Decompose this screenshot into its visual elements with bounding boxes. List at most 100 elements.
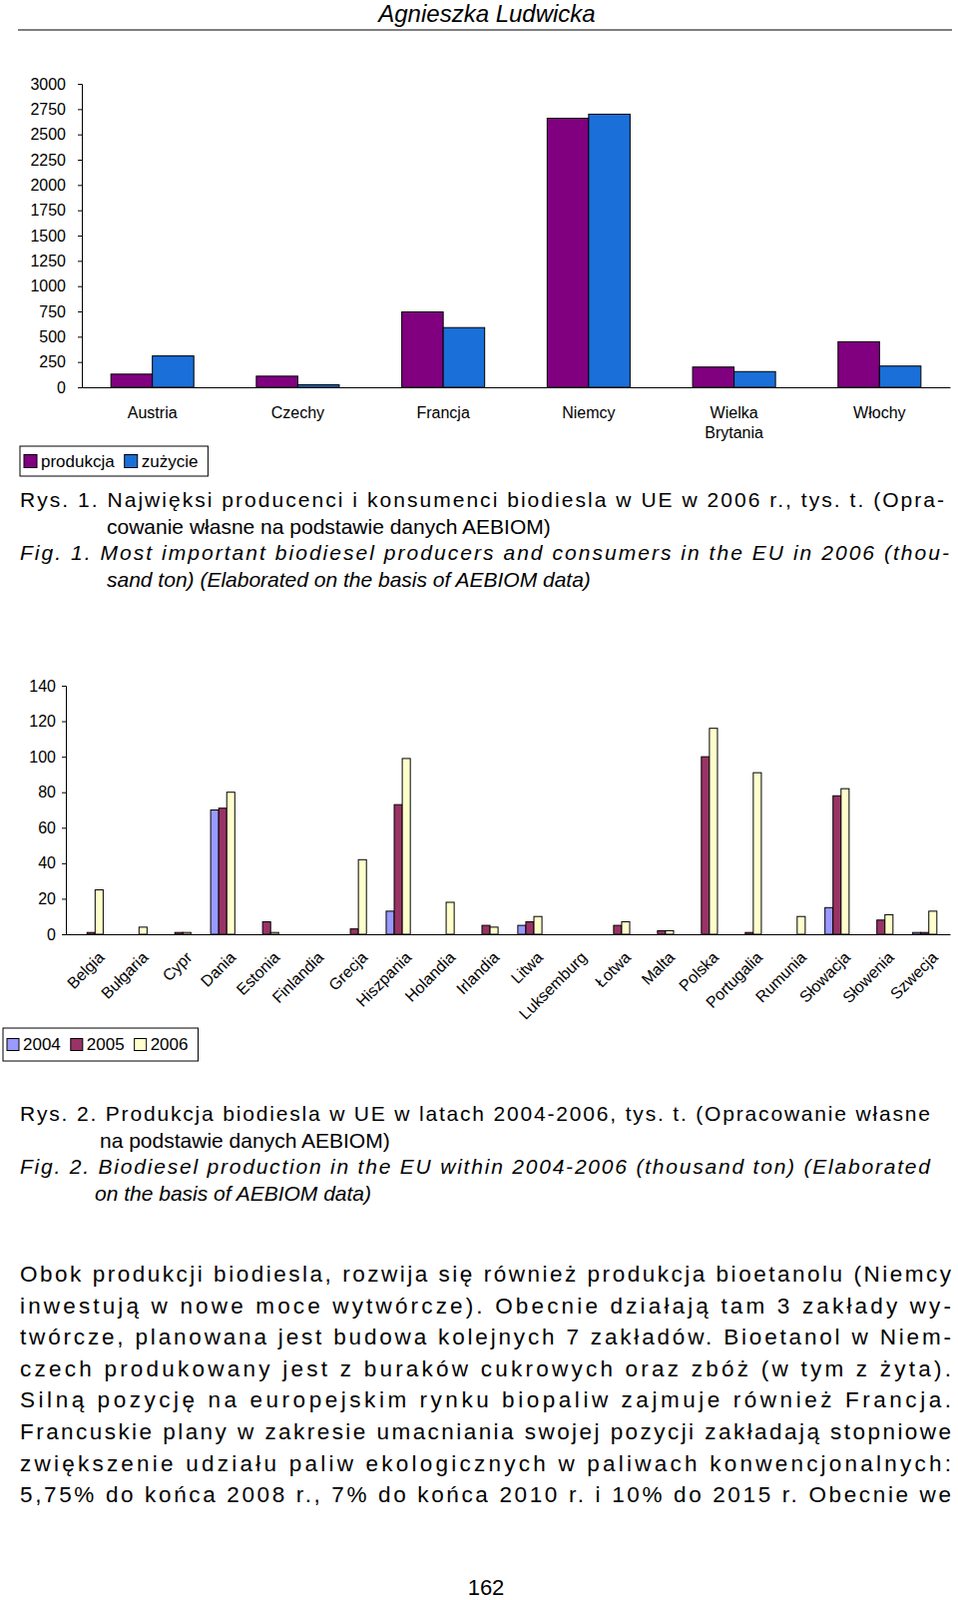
y-axis: 0250500750100012501500175020002250250027…: [29, 75, 82, 397]
bar: [833, 795, 842, 935]
x-tick: Polska: [675, 934, 722, 994]
bar: [753, 772, 762, 935]
bar: [734, 371, 777, 388]
y-tick-mark: [77, 311, 82, 313]
legend-swatch: [70, 1038, 83, 1051]
x-tick: Hiszpania: [353, 934, 416, 1010]
body-line: inwestują w nowe moce wytwórcze). Obecni…: [19, 1293, 952, 1319]
bar: [649, 934, 658, 936]
bar: [929, 911, 938, 935]
bar: [430, 934, 439, 936]
bar: [569, 934, 578, 936]
bar: [438, 934, 447, 936]
y-tick: 120: [28, 712, 66, 730]
x-tick: Luksemburg: [515, 934, 590, 1023]
x-tick-label: WielkaBrytania: [704, 404, 764, 441]
y-tick-mark: [61, 863, 66, 865]
x-tick-label: Niemcy: [561, 404, 615, 422]
y-tick-label: 1250: [29, 252, 66, 270]
bar: [210, 810, 219, 936]
bar: [182, 932, 191, 935]
bar: [446, 902, 455, 935]
bar: [825, 907, 834, 935]
body-line: twórcze, planowana jest budowa kolejnych…: [19, 1324, 952, 1350]
bar: [745, 932, 754, 935]
x-tick-label: Litwa: [507, 948, 547, 987]
y-tick-label: 250: [38, 353, 66, 371]
x-tick-label: Dania: [197, 948, 240, 990]
y-tick-label: 1000: [29, 277, 66, 295]
x-tick: Francja: [416, 387, 470, 422]
y-tick-mark: [77, 362, 82, 364]
x-tick: Malta: [638, 934, 679, 988]
legend: 200420052006: [2, 1027, 198, 1061]
x-tick-label-line: Wielka: [710, 404, 759, 422]
y-tick: 750: [38, 303, 82, 321]
y-tick-mark: [61, 898, 66, 900]
bar: [841, 788, 850, 935]
x-axis: BelgiaBułgariaCyprDaniaEstoniaFinlandiaG…: [63, 934, 951, 1023]
y-tick-label: 2750: [29, 100, 66, 118]
body-line: Silną pozycję na europejskim rynku biopa…: [19, 1387, 952, 1413]
x-tick: Niemcy: [561, 387, 615, 422]
bar: [789, 934, 798, 936]
x-tick-label: Hiszpania: [353, 948, 416, 1010]
y-tick-mark: [77, 83, 82, 85]
x-tick: Litwa: [507, 934, 547, 987]
bar: [577, 934, 586, 936]
bar: [921, 932, 930, 935]
x-axis-line: [66, 934, 952, 936]
bar: [350, 929, 359, 935]
y-tick-label: 2500: [29, 125, 66, 143]
x-tick: Irlandia: [453, 934, 502, 997]
legend-label: 2004: [22, 1034, 61, 1054]
x-tick: Bułgaria: [97, 934, 152, 1002]
y-tick: 3000: [29, 75, 82, 93]
y-tick-label: 80: [37, 783, 56, 801]
bar: [737, 934, 746, 936]
bar: [613, 925, 622, 935]
bar: [358, 859, 367, 935]
y-tick-label: 120: [28, 712, 56, 730]
y-tick-label: 0: [56, 379, 66, 397]
x-tick: Austria: [127, 387, 178, 422]
y-tick: 1500: [29, 227, 82, 245]
y-tick: 2750: [29, 100, 82, 118]
bar: [588, 113, 631, 388]
y-tick: 2000: [29, 176, 82, 194]
bar: [130, 934, 139, 936]
caption-line: Fig. 1. Most important biodiesel produce…: [19, 540, 950, 564]
y-axis: 020406080100120140: [28, 677, 66, 944]
legend-label: 2006: [150, 1034, 189, 1054]
y-tick-mark: [77, 134, 82, 136]
bar: [443, 327, 485, 388]
bar: [270, 932, 279, 935]
y-tick: 40: [37, 854, 66, 872]
bar: [86, 932, 95, 935]
bar: [877, 920, 886, 935]
x-tick: Szwecja: [887, 934, 942, 1002]
legend-label: produkcja: [40, 452, 115, 472]
caption-line: sand ton) (Elaborated on the basis of AE…: [106, 567, 591, 591]
bar: [913, 932, 922, 935]
y-tick-mark: [61, 792, 66, 794]
y-tick-label: 40: [37, 854, 56, 872]
x-tick: Finlandia: [268, 934, 327, 1006]
y-tick-mark: [61, 685, 66, 687]
y-tick: 0: [56, 379, 82, 397]
y-tick-label: 2000: [29, 176, 66, 194]
y-tick: 2500: [29, 125, 82, 143]
bar: [152, 356, 195, 388]
bar: [386, 911, 395, 935]
bar: [314, 934, 323, 936]
x-tick: Czechy: [271, 387, 325, 422]
bar: [701, 756, 710, 935]
x-tick: Grecja: [325, 934, 371, 994]
x-tick: Portugalia: [702, 934, 766, 1011]
bar: [298, 934, 307, 936]
y-tick: 500: [38, 328, 82, 346]
x-tick-label: Luksemburg: [515, 948, 590, 1022]
bar: [657, 930, 666, 935]
body-line: zwiększenie udziału paliw ekologicznych …: [19, 1450, 952, 1476]
bar: [621, 922, 630, 935]
